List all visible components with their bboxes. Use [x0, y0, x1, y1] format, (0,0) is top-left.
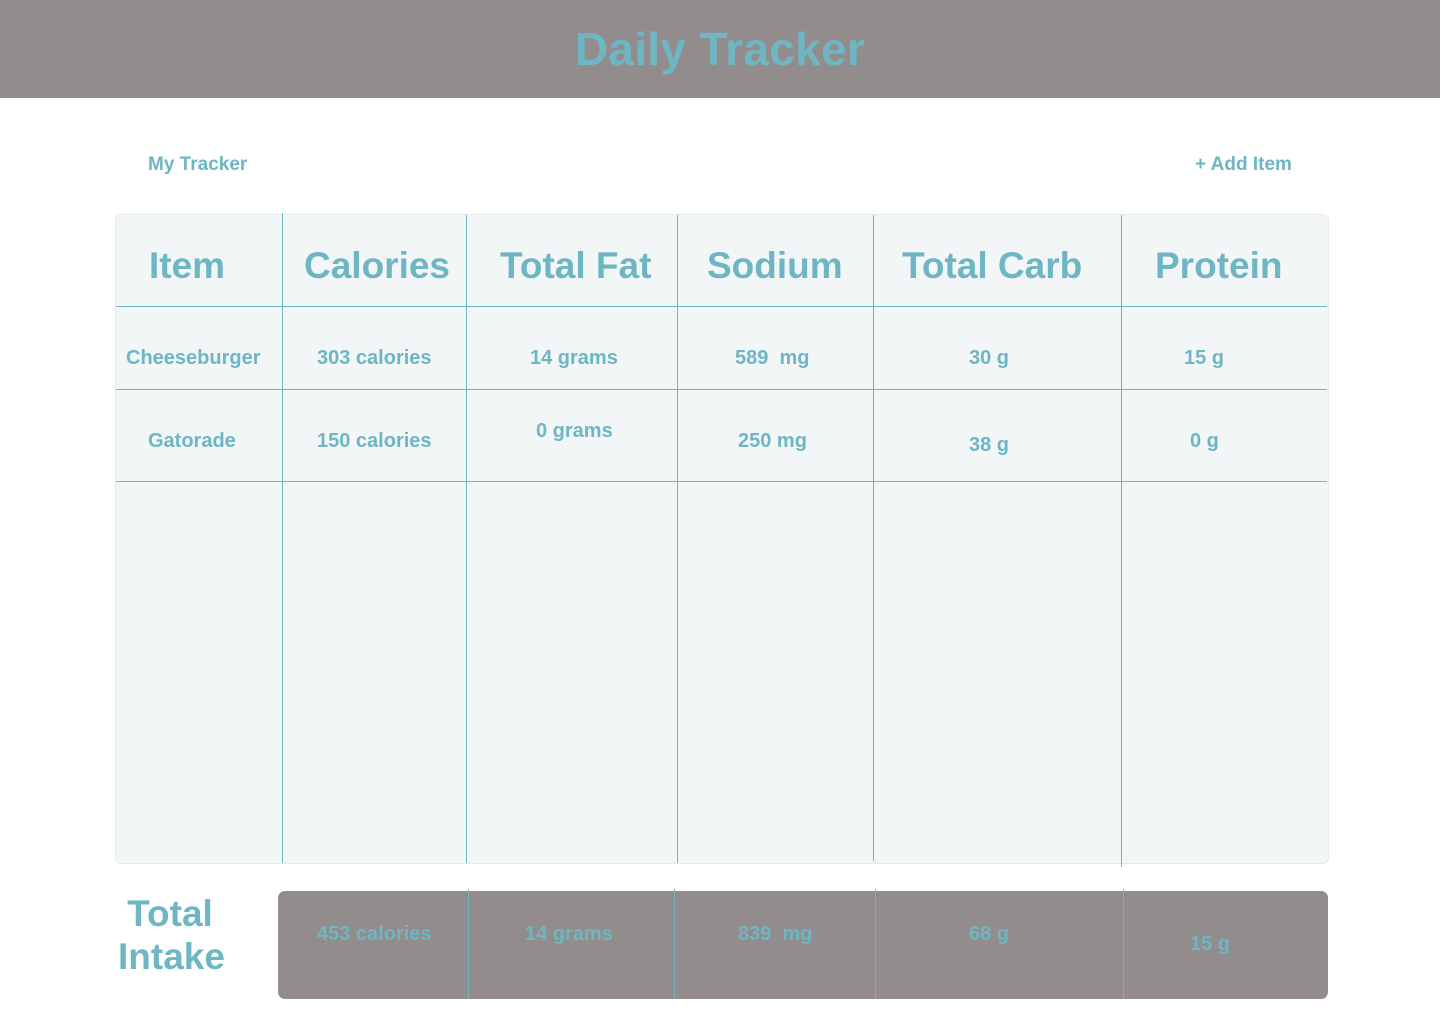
column-header-total-carb: Total Carb [902, 245, 1083, 286]
table-cell-sodium: 589 mg [735, 347, 810, 369]
total-divider [875, 889, 876, 999]
total-protein: 15 g [1190, 933, 1231, 955]
total-divider [1123, 889, 1124, 999]
column-divider [282, 213, 283, 863]
total-divider [468, 889, 469, 999]
total-fat: 14 grams [525, 923, 613, 945]
page-title: Daily Tracker [574, 23, 866, 75]
column-header-protein: Protein [1155, 245, 1283, 286]
column-divider [873, 215, 874, 861]
my-tracker-link[interactable]: My Tracker [148, 154, 248, 175]
table-cell-total-carb: 38 g [969, 434, 1010, 456]
column-divider [677, 215, 678, 863]
total-label-line1: Total [127, 893, 213, 934]
column-header-sodium: Sodium [707, 245, 843, 286]
column-header-item: Item [149, 245, 226, 286]
total-divider [674, 889, 675, 999]
column-divider [466, 215, 467, 863]
row-divider [116, 389, 1327, 390]
column-header-total-fat: Total Fat [500, 245, 652, 286]
column-header-calories: Calories [304, 245, 451, 286]
total-intake-bar: 453 calories 14 grams 839 mg 68 g 15 g [278, 889, 1328, 999]
total-label-line2: Intake [118, 936, 225, 977]
table-cell-total-fat: 0 grams [536, 420, 613, 442]
column-divider [1121, 215, 1122, 867]
table-cell-total-carb: 30 g [969, 347, 1010, 369]
total-intake-label: Total Intake [118, 892, 225, 978]
table-cell-item: Gatorade [148, 430, 236, 452]
row-divider [116, 306, 1327, 307]
table-cell-total-fat: 14 grams [530, 347, 618, 369]
app-header: Daily Tracker [0, 0, 1440, 98]
table-cell-calories: 303 calories [317, 347, 432, 369]
table-cell-calories: 150 calories [317, 430, 432, 452]
table-cell-item: Cheeseburger [126, 347, 261, 369]
table-cell-protein: 15 g [1184, 347, 1225, 369]
tracker-table: Item Calories Total Fat Sodium Total Car… [115, 213, 1329, 867]
table-cell-protein: 0 g [1190, 430, 1219, 452]
table-cell-sodium: 250 mg [738, 430, 807, 452]
total-calories: 453 calories [317, 923, 432, 945]
row-divider [116, 481, 1327, 482]
add-item-button[interactable]: + Add Item [1195, 154, 1292, 175]
total-carb: 68 g [969, 923, 1010, 945]
total-sodium: 839 mg [738, 923, 813, 945]
